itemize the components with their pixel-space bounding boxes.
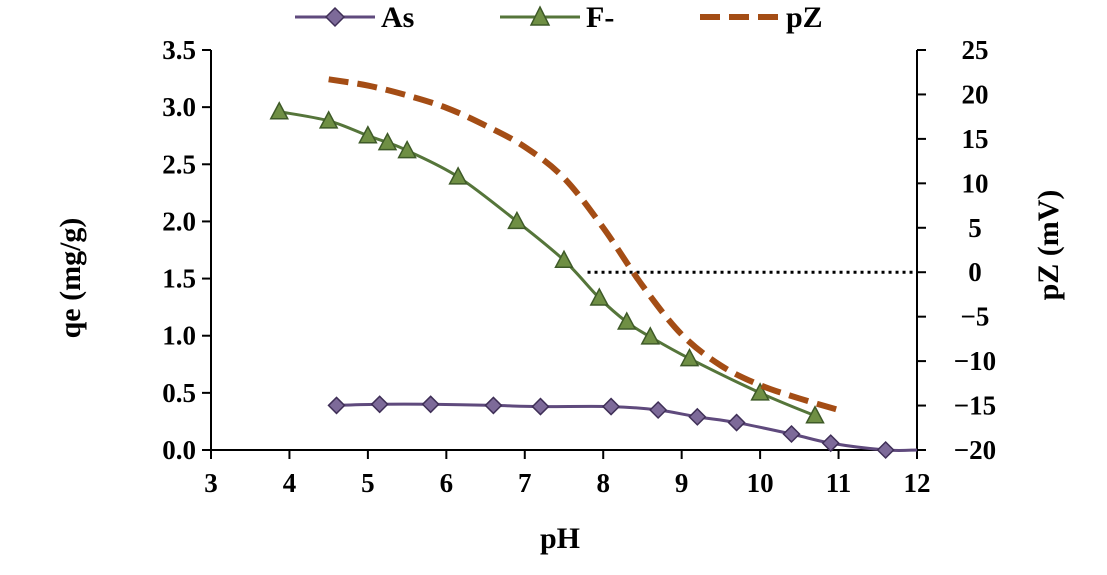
x-tick-label: 10 — [747, 468, 774, 498]
data-point — [688, 407, 707, 426]
x-ticks: 3 4 5 6 7 8 9 10 11 12 — [204, 450, 931, 498]
series-line — [328, 76, 840, 413]
y-left-tick-label: 0.0 — [162, 435, 196, 465]
series-as — [327, 395, 918, 460]
data-point — [448, 166, 468, 185]
legend-label-f: F- — [586, 1, 614, 34]
legend-label-pz: pZ — [786, 1, 823, 34]
y-right-tick-label: 10 — [962, 168, 989, 198]
data-point — [397, 139, 417, 159]
y-left-tick-label: 3.5 — [162, 35, 196, 65]
legend-marker-f — [529, 5, 551, 26]
data-point — [649, 400, 668, 420]
data-point — [602, 397, 621, 416]
data-point — [617, 311, 637, 330]
y-left-tick-label: 1.5 — [162, 264, 196, 294]
y-left-tick-label: 2.5 — [162, 149, 196, 179]
legend-marker-as — [324, 6, 346, 28]
data-point — [679, 347, 700, 367]
x-tick-label: 7 — [518, 468, 532, 498]
x-tick-label: 5 — [361, 468, 375, 498]
data-point — [370, 395, 389, 414]
data-point — [484, 396, 503, 415]
data-point — [327, 396, 346, 415]
y-right-tick-label: 20 — [962, 79, 989, 109]
data-point — [554, 249, 574, 269]
series-f — [269, 101, 825, 424]
data-point — [358, 125, 378, 144]
data-point — [377, 131, 398, 151]
y-left-tick-label: 1.0 — [162, 321, 196, 351]
y-axis-right-title: pZ (mV) — [1032, 190, 1065, 301]
x-tick-label: 6 — [440, 468, 454, 498]
data-point — [640, 326, 661, 345]
data-point — [727, 413, 746, 432]
x-tick-label: 8 — [596, 468, 610, 498]
data-point — [750, 382, 770, 401]
y-ticks-left: 0.0 0.5 1.0 1.5 2.0 2.5 3.0 3.5 — [162, 35, 211, 465]
y-ticks-right: −20 −15 −10 −5 0 5 10 15 20 25 — [917, 35, 996, 465]
legend-item-as: As — [295, 1, 414, 34]
data-point — [507, 210, 527, 230]
y-right-tick-label: 25 — [962, 35, 989, 65]
data-point — [589, 287, 610, 306]
y-right-tick-label: −15 — [954, 391, 996, 421]
x-axis-title: pH — [540, 522, 580, 555]
data-point — [876, 440, 895, 460]
data-point — [821, 434, 840, 453]
y-axis-left-title: qe (mg/g) — [54, 218, 87, 339]
legend-label-as: As — [381, 1, 414, 34]
data-point — [269, 101, 289, 120]
y-right-tick-label: 5 — [968, 213, 982, 243]
data-point — [805, 405, 825, 424]
data-point — [318, 110, 339, 129]
series-line — [278, 110, 816, 418]
legend-item-f: F- — [500, 1, 614, 34]
y-right-tick-label: 15 — [962, 124, 989, 154]
series-pz — [328, 76, 840, 413]
series-layer — [269, 76, 918, 460]
x-tick-label: 9 — [675, 468, 689, 498]
legend-item-pz: pZ — [700, 1, 823, 34]
legend: As F- pZ — [295, 1, 823, 34]
y-right-tick-label: −5 — [961, 302, 990, 332]
data-point — [421, 395, 440, 414]
y-right-tick-label: 0 — [968, 257, 982, 287]
y-left-tick-label: 2.0 — [162, 206, 196, 236]
x-tick-label: 4 — [283, 468, 297, 498]
y-left-tick-label: 3.0 — [162, 92, 196, 122]
x-tick-label: 11 — [826, 468, 852, 498]
x-tick-label: 3 — [204, 468, 218, 498]
x-tick-label: 12 — [904, 468, 931, 498]
data-point — [531, 397, 550, 416]
data-point — [782, 424, 801, 444]
y-right-tick-label: −10 — [954, 346, 996, 376]
y-right-tick-label: −20 — [954, 435, 996, 465]
y-left-tick-label: 0.5 — [162, 378, 196, 408]
